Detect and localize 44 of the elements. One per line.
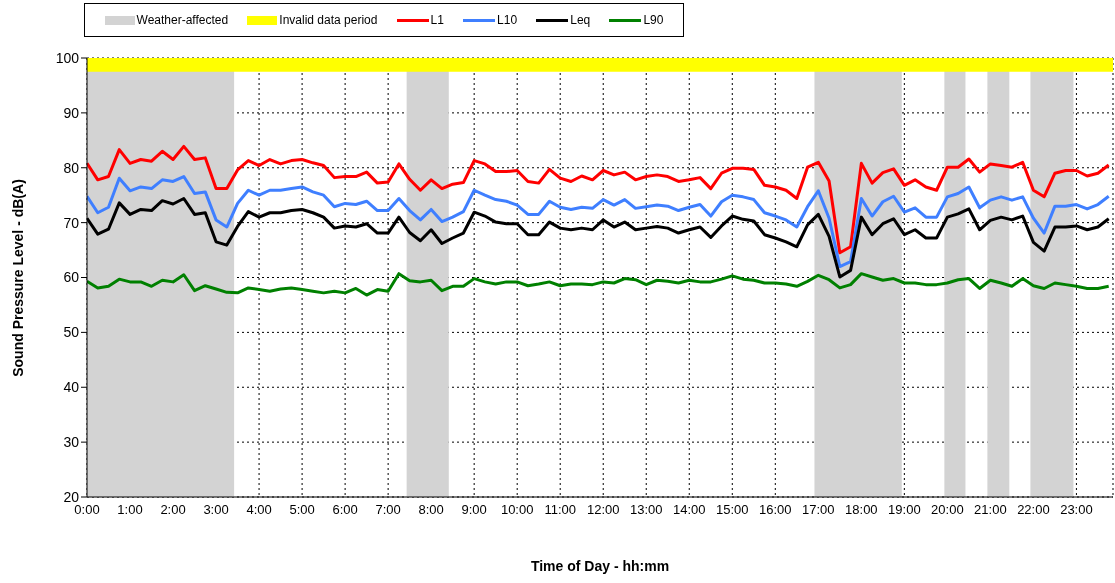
x-tick-label: 13:00 bbox=[629, 502, 663, 518]
x-tick-label: 18:00 bbox=[845, 502, 878, 518]
y-tick-label: 40 bbox=[63, 379, 80, 396]
y-tick-label: 80 bbox=[63, 159, 80, 176]
x-tick-label: 19:00 bbox=[888, 502, 921, 518]
y-tick-label: 70 bbox=[63, 214, 80, 231]
line-series bbox=[87, 272, 1111, 297]
x-tick-label: 6:00 bbox=[332, 502, 358, 518]
y-tick-label: 20 bbox=[63, 488, 80, 505]
y-axis-title: Sound Pressure Level - dB(A) bbox=[10, 178, 26, 377]
x-tick-label: 20:00 bbox=[931, 502, 964, 518]
x-tick-label: 11:00 bbox=[544, 502, 576, 518]
x-axis-title: Time of Day - hh:mm bbox=[529, 558, 671, 574]
x-tick-label: 12:00 bbox=[586, 502, 620, 518]
x-tick-label: 4:00 bbox=[246, 502, 272, 518]
x-tick-label: 7:00 bbox=[375, 502, 401, 518]
x-tick-label: 16:00 bbox=[759, 502, 792, 518]
x-tick-label: 8:00 bbox=[418, 502, 444, 518]
x-tick-label: 15:00 bbox=[716, 502, 749, 518]
y-tick-label: 50 bbox=[63, 324, 80, 341]
legend-label: Weather-affected bbox=[136, 13, 229, 27]
x-tick-label: 9:00 bbox=[461, 502, 487, 518]
legend-label: L90 bbox=[643, 13, 664, 27]
legend-label: Leq bbox=[570, 13, 591, 27]
x-tick-label: 23:00 bbox=[1060, 502, 1093, 518]
x-tick-label: 3:00 bbox=[203, 502, 229, 518]
x-tick-label: 10:00 bbox=[500, 502, 534, 518]
x-tick-label: 2:00 bbox=[160, 502, 186, 518]
y-tick-label: 60 bbox=[63, 269, 80, 286]
y-tick-label: 90 bbox=[63, 104, 80, 121]
x-tick-label: 14:00 bbox=[672, 502, 706, 518]
x-tick-label: 1:00 bbox=[117, 502, 143, 518]
line-series bbox=[87, 144, 1111, 255]
legend-label: Invalid data period bbox=[279, 13, 378, 27]
y-tick-label: 100 bbox=[55, 49, 80, 66]
legend-label: L1 bbox=[430, 13, 444, 27]
y-tick-label: 30 bbox=[63, 434, 80, 451]
x-tick-label: 22:00 bbox=[1017, 502, 1050, 518]
x-tick-label: 17:00 bbox=[802, 502, 835, 518]
x-tick-label: 5:00 bbox=[289, 502, 315, 518]
line-series bbox=[87, 175, 1111, 269]
legend-label: L10 bbox=[497, 13, 518, 27]
x-tick-label: 0:00 bbox=[74, 502, 100, 518]
x-tick-label: 21:00 bbox=[974, 502, 1007, 518]
